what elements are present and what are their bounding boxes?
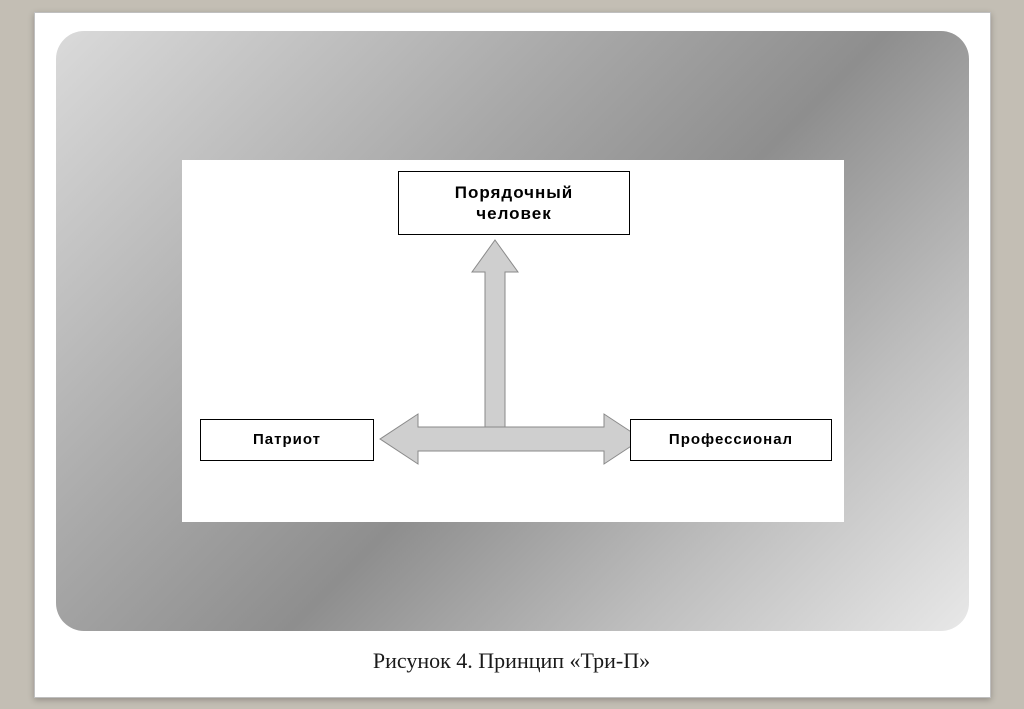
arrow-horizontal — [380, 414, 642, 464]
node-right-label: Профессионал — [669, 431, 793, 450]
node-left-label: Патриот — [253, 431, 321, 450]
node-left: Патриот — [200, 419, 374, 461]
node-right: Профессионал — [630, 419, 832, 461]
arrow-up — [472, 240, 518, 430]
node-top: Порядочный человек — [398, 171, 630, 235]
figure-caption: Рисунок 4. Принцип «Три-П» — [34, 648, 989, 674]
node-top-label: Порядочный человек — [455, 182, 574, 225]
figure-caption-text: Рисунок 4. Принцип «Три-П» — [373, 648, 650, 673]
